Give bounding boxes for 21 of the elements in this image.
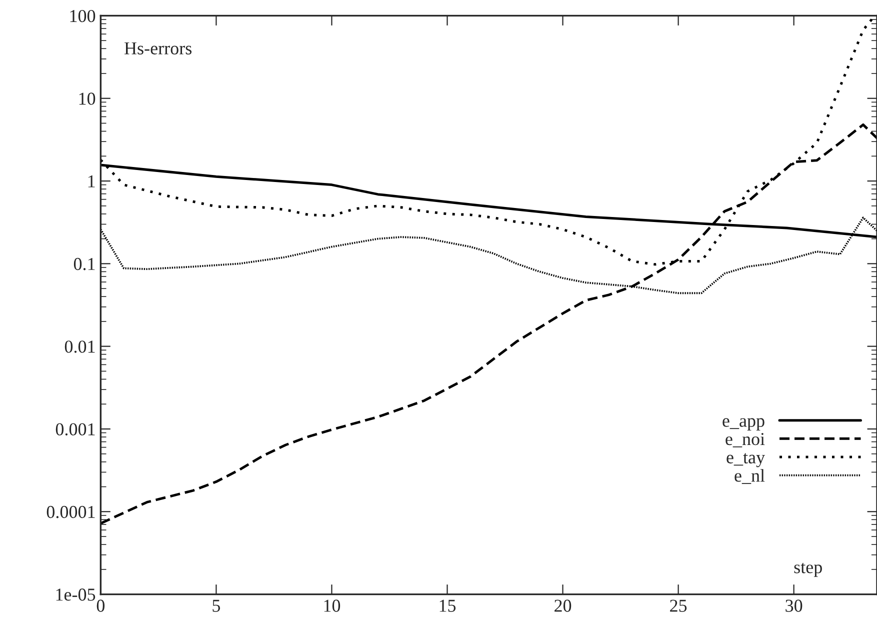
legend-label: e_app — [722, 418, 764, 431]
y-tick-label: 0.1 — [74, 258, 95, 270]
y-tick-label: 1e-05 — [56, 588, 96, 601]
x-tick-label: 0 — [96, 600, 105, 612]
y-tick-label: 0.001 — [56, 423, 95, 436]
x-tick-label: 20 — [554, 600, 572, 612]
text: Hs-errors — [124, 42, 192, 54]
y-tick-label: 1 — [88, 175, 95, 188]
legend-label: e_noi — [726, 433, 765, 448]
x-tick-label: 25 — [670, 600, 687, 612]
y-tick-label: 0.0001 — [46, 506, 95, 518]
y-tick-label: 100 — [70, 10, 96, 22]
x-tick-label: 15 — [440, 600, 456, 612]
legend-label: e_nl — [734, 469, 765, 484]
x-tick-label: 10 — [324, 600, 340, 612]
y-tick-label: 10 — [79, 92, 96, 105]
x-axis-title: step — [794, 562, 822, 577]
x-tick-label: 30 — [786, 600, 802, 612]
x-tick-label: 5 — [212, 600, 220, 612]
legend-label: e_tay — [726, 453, 765, 468]
y-tick-label: 0.01 — [64, 340, 95, 353]
